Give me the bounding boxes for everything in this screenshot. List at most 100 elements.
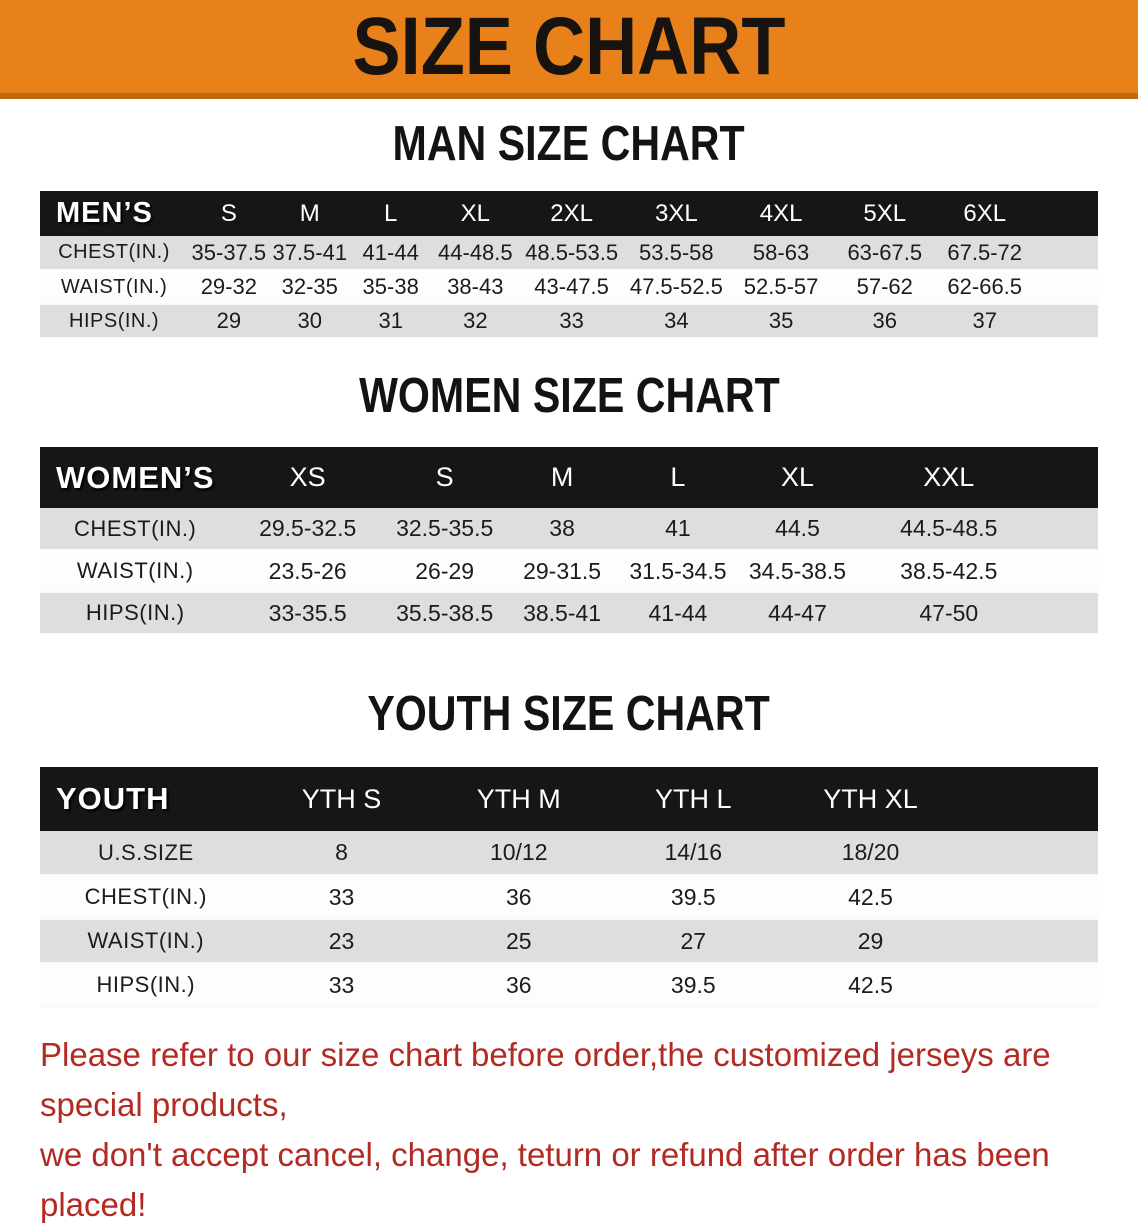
women-value-cell: 34.5-38.5 xyxy=(748,557,847,584)
men-section-heading: MAN SIZE CHART xyxy=(0,120,1138,169)
men-table-header: MEN’S S M L XL 2XL 3XL 4XL 5XL 6XL xyxy=(40,191,1098,236)
men-size-column-header: 5XL xyxy=(833,191,937,236)
youth-row-spacer xyxy=(960,875,1098,919)
men-value-cell: 32 xyxy=(463,308,488,333)
men-value-cell: 62-66.5 xyxy=(947,274,1023,299)
men-value-cell: 35-37.5 xyxy=(191,239,267,265)
men-value-cell: 30 xyxy=(297,308,322,333)
youth-value-cell: 18/20 xyxy=(841,839,900,865)
women-value-cell: 41-44 xyxy=(648,599,708,626)
men-value-cell: 58-63 xyxy=(752,239,810,265)
youth-value-cell: 23 xyxy=(328,927,355,954)
men-row-label: WAIST(IN.) xyxy=(60,275,168,298)
men-size-column-header: XL xyxy=(431,191,520,236)
women-value-cell: 41 xyxy=(665,515,691,541)
women-header-row: WOMEN’S XS S M L XL XXL xyxy=(40,447,1098,508)
men-measure-row: HIPS(IN.) 29 30 31 32 33 34 35 36 37 xyxy=(40,304,1098,338)
youth-value-cell: 33 xyxy=(328,971,355,998)
youth-corner-label: YOUTH xyxy=(40,767,252,831)
women-measure-row: HIPS(IN.) 33-35.5 35.5-38.5 38.5-41 41-44 44-… xyxy=(40,592,1098,634)
youth-value-cell: 39.5 xyxy=(670,883,716,910)
disclaimer-line-2: we don't accept cancel, change, teturn o… xyxy=(40,1136,1050,1223)
men-value-cell: 35 xyxy=(768,308,794,333)
youth-row-spacer xyxy=(960,831,1098,875)
men-corner-label: MEN’S xyxy=(40,191,189,236)
men-row-spacer xyxy=(1033,236,1098,270)
women-measure-row: CHEST(IN.) 29.5-32.5 32.5-35.5 38 41 44.5 44.5… xyxy=(40,508,1098,550)
youth-size-column-header: YTH L xyxy=(606,767,781,831)
men-value-cell: 43-47.5 xyxy=(534,274,609,299)
banner-title: SIZE CHART xyxy=(323,5,815,88)
men-measure-row: WAIST(IN.) 29-32 32-35 35-38 38-43 43-47.5 47.… xyxy=(40,270,1098,304)
women-value-cell: 29.5-32.5 xyxy=(259,515,357,541)
men-header-row: MEN’S S M L XL 2XL 3XL 4XL 5XL 6XL xyxy=(40,191,1098,236)
youth-value-cell: 14/16 xyxy=(664,839,723,865)
women-value-cell: 38 xyxy=(549,515,575,541)
women-size-column-header: L xyxy=(619,447,737,508)
men-value-cell: 34 xyxy=(664,308,689,333)
women-value-cell: 31.5-34.5 xyxy=(629,557,727,584)
men-value-cell: 35-38 xyxy=(362,274,419,299)
youth-table-header: YOUTH YTH S YTH M YTH L YTH XL xyxy=(40,767,1098,831)
women-row-spacer xyxy=(1039,592,1098,634)
women-row-label: HIPS(IN.) xyxy=(85,600,185,625)
youth-value-cell: 36 xyxy=(505,971,532,998)
men-value-cell: 44-48.5 xyxy=(438,239,513,265)
men-row-spacer xyxy=(1033,270,1098,304)
men-value-cell: 52.5-57 xyxy=(743,274,819,299)
women-size-column-header: M xyxy=(504,447,620,508)
women-size-chart-section: WOMEN SIZE CHART WOMEN’S XS S M L XL XXL CHEST… xyxy=(0,372,1138,635)
youth-size-column-header: YTH M xyxy=(431,767,607,831)
youth-measure-row: WAIST(IN.) 23 25 27 29 xyxy=(40,919,1098,963)
youth-value-cell: 27 xyxy=(680,927,707,954)
women-value-cell: 47-50 xyxy=(919,599,979,626)
men-value-cell: 47.5-52.5 xyxy=(629,274,723,299)
men-size-table: MEN’S S M L XL 2XL 3XL 4XL 5XL 6XL CHEST(IN.) 35-3… xyxy=(40,191,1098,339)
men-size-column-header: 2XL xyxy=(519,191,624,236)
women-value-cell: 35.5-38.5 xyxy=(396,599,494,626)
youth-size-column-header: YTH XL xyxy=(780,767,961,831)
women-size-column-header: XS xyxy=(230,447,385,508)
youth-header-spacer xyxy=(960,767,1098,831)
youth-value-cell: 42.5 xyxy=(848,883,893,910)
youth-section-heading-text: YOUTH SIZE CHART xyxy=(367,687,771,741)
men-size-chart-section: MAN SIZE CHART MEN’S S M L XL 2XL 3XL 4XL 5XL 6XL… xyxy=(0,120,1138,339)
men-header-spacer xyxy=(1033,191,1098,236)
men-row-label: HIPS(IN.) xyxy=(69,309,160,332)
youth-header-row: YOUTH YTH S YTH M YTH L YTH XL xyxy=(40,767,1098,831)
youth-size-chart-section: YOUTH SIZE CHART YOUTH YTH S YTH M YTH L YTH… xyxy=(0,690,1138,1008)
youth-value-cell: 29 xyxy=(857,927,884,954)
youth-size-column-header: YTH S xyxy=(251,767,432,831)
youth-row-label: CHEST(IN.) xyxy=(84,884,207,909)
women-table-body: CHEST(IN.) 29.5-32.5 32.5-35.5 38 41 44.5 44.5… xyxy=(40,508,1098,634)
youth-value-cell: 8 xyxy=(335,839,348,865)
women-row-label: CHEST(IN.) xyxy=(74,515,197,541)
men-value-cell: 31 xyxy=(378,308,403,333)
men-value-cell: 63-67.5 xyxy=(847,239,923,265)
women-value-cell: 26-29 xyxy=(415,557,475,584)
men-value-cell: 67.5-72 xyxy=(947,239,1023,265)
men-row-label: CHEST(IN.) xyxy=(58,241,170,263)
men-size-column-header: L xyxy=(349,191,432,236)
women-row-label: WAIST(IN.) xyxy=(76,558,194,583)
women-size-table: WOMEN’S XS S M L XL XXL CHEST(IN.) 29.5-32.5 32.… xyxy=(40,447,1098,635)
men-value-cell: 37.5-41 xyxy=(272,239,348,265)
youth-row-label: HIPS(IN.) xyxy=(96,972,196,997)
men-value-cell: 32-35 xyxy=(281,274,338,299)
women-value-cell: 23.5-26 xyxy=(268,557,347,584)
men-value-cell: 37 xyxy=(972,308,997,333)
women-measure-row: WAIST(IN.) 23.5-26 26-29 29-31.5 31.5-34.5 34… xyxy=(40,550,1098,592)
men-section-heading-text: MAN SIZE CHART xyxy=(392,117,746,171)
women-row-spacer xyxy=(1039,508,1098,550)
men-size-column-header: S xyxy=(188,191,270,236)
men-size-column-header: M xyxy=(269,191,350,236)
women-value-cell: 32.5-35.5 xyxy=(396,515,494,541)
men-row-spacer xyxy=(1033,304,1098,338)
youth-value-cell: 42.5 xyxy=(848,971,893,998)
men-value-cell: 41-44 xyxy=(362,239,419,265)
women-value-cell: 38.5-41 xyxy=(523,599,602,626)
women-value-cell: 44-47 xyxy=(768,599,827,626)
men-value-cell: 53.5-58 xyxy=(639,239,714,265)
youth-value-cell: 36 xyxy=(505,883,532,910)
youth-size-table: YOUTH YTH S YTH M YTH L YTH XL U.S.SIZE 8 10/1… xyxy=(40,767,1098,1008)
